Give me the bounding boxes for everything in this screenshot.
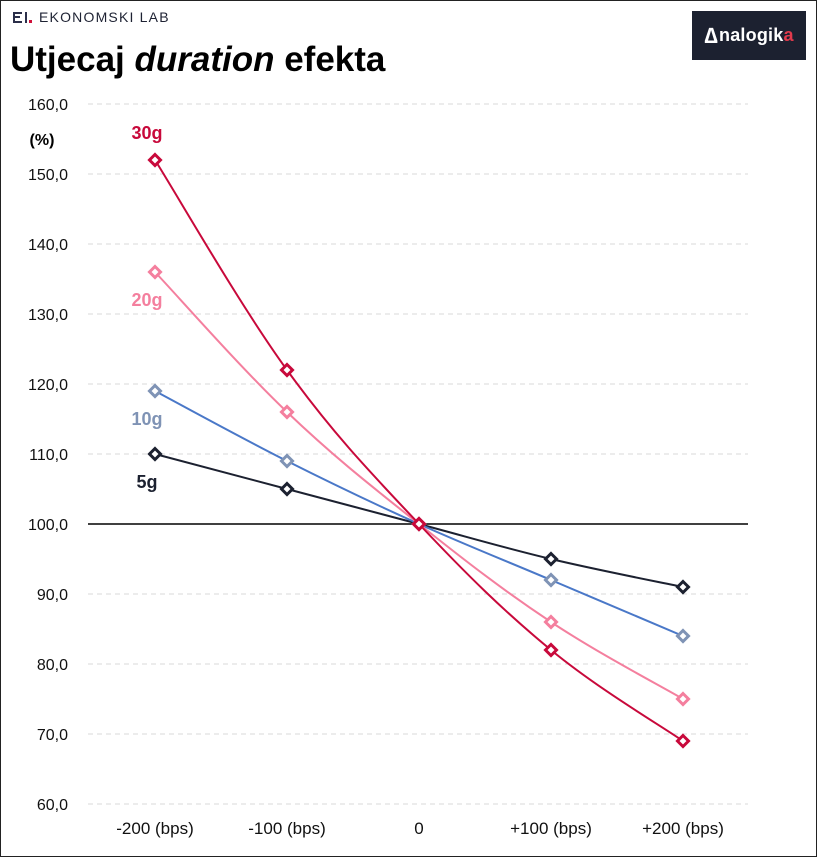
title-part-1: Utjecaj: [10, 40, 135, 79]
y-axis-unit-label: (%): [30, 132, 55, 149]
data-point-30g: [411, 516, 427, 532]
series-line-20g: [154, 271, 684, 700]
series-layer: [147, 152, 691, 749]
data-point-30g: [543, 642, 559, 658]
series-line-10g: [154, 390, 684, 637]
data-point-30g: [675, 733, 691, 749]
series-20g: [147, 264, 691, 707]
series-10g: [147, 383, 691, 644]
series-line-30g: [154, 159, 684, 742]
logo-text: nalogik: [719, 25, 784, 45]
y-tick-label: 60,0: [37, 797, 68, 814]
data-point-10g: [675, 628, 691, 644]
y-tick-label: 130,0: [28, 307, 68, 324]
data-point-5g: [147, 446, 163, 462]
data-point-10g: [147, 383, 163, 399]
x-tick-label: -100 (bps): [248, 819, 325, 838]
title-part-3: efekta: [274, 40, 386, 79]
ekonomski-lab-logo-icon: [13, 11, 32, 23]
series-30g: [147, 152, 691, 749]
y-tick-label: 140,0: [28, 237, 68, 254]
y-tick-label: 120,0: [28, 377, 68, 394]
y-tick-label: 90,0: [37, 587, 68, 604]
data-point-20g: [675, 691, 691, 707]
logo-text-accent: a: [783, 25, 794, 45]
data-point-5g: [543, 551, 559, 567]
y-tick-label: 70,0: [37, 727, 68, 744]
x-tick-label: +100 (bps): [510, 819, 592, 838]
x-tick-label: 0: [414, 819, 423, 838]
data-point-5g: [279, 481, 295, 497]
series-labels: 5g 10g 20g 30g: [131, 123, 162, 492]
data-point-5g: [675, 579, 691, 595]
data-point-20g: [543, 614, 559, 630]
series-label-30g: 30g: [131, 123, 162, 143]
analogika-logo: ∆ nalogik a: [692, 11, 806, 60]
x-axis-ticks: -200 (bps) -100 (bps) 0 +100 (bps) +200 (bps…: [116, 819, 724, 838]
y-tick-label: 110,0: [29, 447, 68, 464]
data-point-30g: [279, 362, 295, 378]
brand-name: EKONOMSKI LAB: [39, 9, 170, 25]
y-tick-label: 160,0: [28, 97, 68, 114]
data-point-20g: [279, 404, 295, 420]
chart-title: Utjecaj duration efekta: [10, 42, 385, 77]
title-part-2: duration: [134, 40, 275, 79]
data-point-30g: [147, 152, 163, 168]
x-tick-label: -200 (bps): [116, 819, 193, 838]
x-tick-label: +200 (bps): [642, 819, 724, 838]
brand: EKONOMSKI LAB: [13, 9, 170, 25]
data-point-10g: [543, 572, 559, 588]
y-tick-label: 100,0: [28, 517, 68, 534]
y-axis-ticks: 60,0 70,0 80,0 90,0 100,0 110,0 120,0 130,0 140,…: [28, 97, 68, 814]
data-point-20g: [147, 264, 163, 280]
series-label-20g: 20g: [131, 290, 162, 310]
grid-lines: [88, 103, 748, 805]
analogika-logo-icon: ∆: [704, 22, 719, 48]
y-tick-label: 80,0: [37, 657, 68, 674]
y-tick-label: 150,0: [28, 167, 68, 184]
series-label-5g: 5g: [136, 472, 157, 492]
series-label-10g: 10g: [131, 409, 162, 429]
data-point-10g: [279, 453, 295, 469]
